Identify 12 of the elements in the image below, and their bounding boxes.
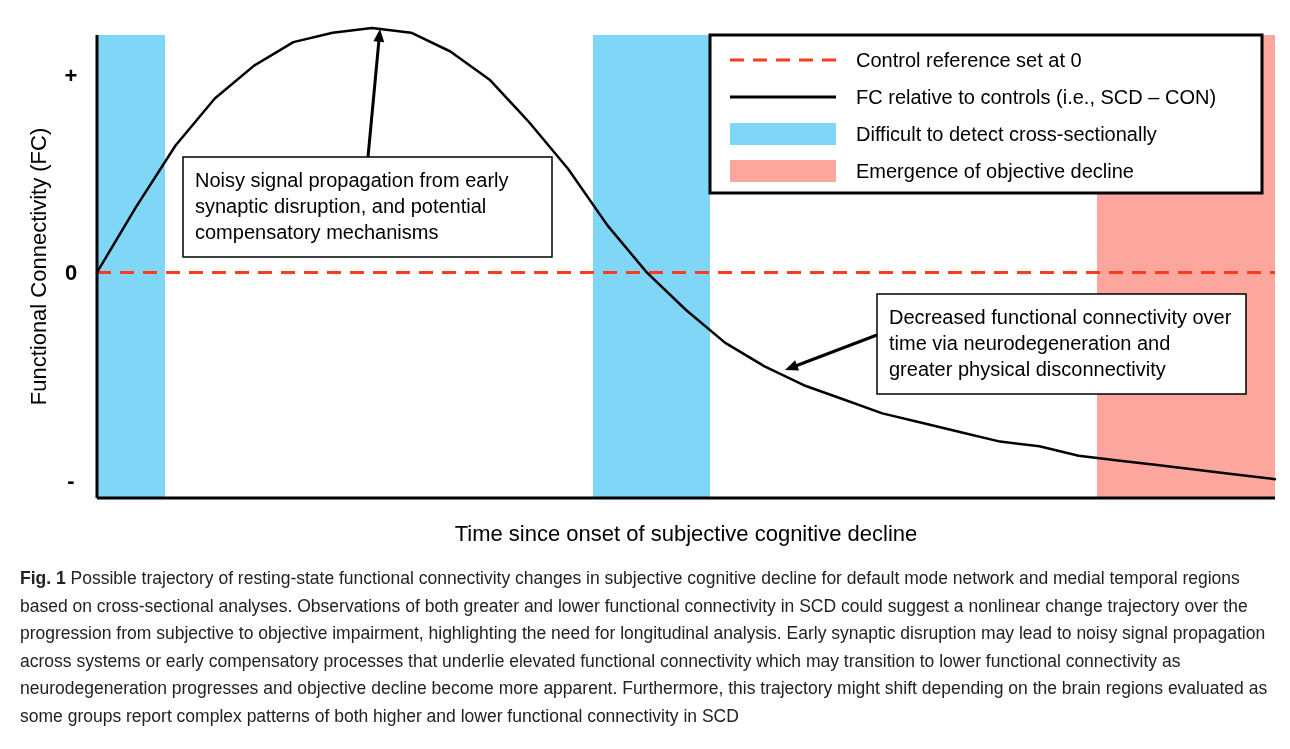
annotation: Decreased functional connectivity over time via neurodegeneration and greater physical disconnectivity <box>889 306 1232 380</box>
legend-label: Control reference set at 0 <box>856 49 1082 71</box>
annotation: Difficult to detect cross-sectionally <box>856 123 1157 145</box>
annotation: Emergence of objective decline <box>856 160 1134 182</box>
text: FC relative to controls (i.e., SCD – CON) <box>856 86 1217 108</box>
annotation: Noisy signal propagation from early synaptic disruption, and potential compensatory mechanisms <box>195 169 509 243</box>
x-axis-title: Time since onset of subjective cognitive decline <box>454 521 918 546</box>
text: 0 <box>64 260 78 286</box>
text: - <box>67 467 75 493</box>
caption: Fig. 1 Possible trajectory of resting-state functional connectivity changes in subjective cognitive decline for default mode network and medial temporal regions based on cross-sectional analyses. Observations of both greater and lower functional connectivity in SCD could suggest a nonlinear change trajectory over the progression from subjective to objective impairment, highlighting the need for longitudinal analysis. Early synaptic disruption may lead to noisy signal propagation across systems or early compensatory processes that underlie elevated functional connectivity which may transition to lower functional connectivity as neurodegeneration progresses and objective decline become more apparent. Furthermore, this trajectory might shift depending on the brain regions evaluated as some groups report complex patterns of both higher and lower functional connectivity in SCD <box>20 568 1268 726</box>
text: + <box>64 62 78 88</box>
y-axis-title: Functional Connectivity (FC) <box>26 127 51 406</box>
